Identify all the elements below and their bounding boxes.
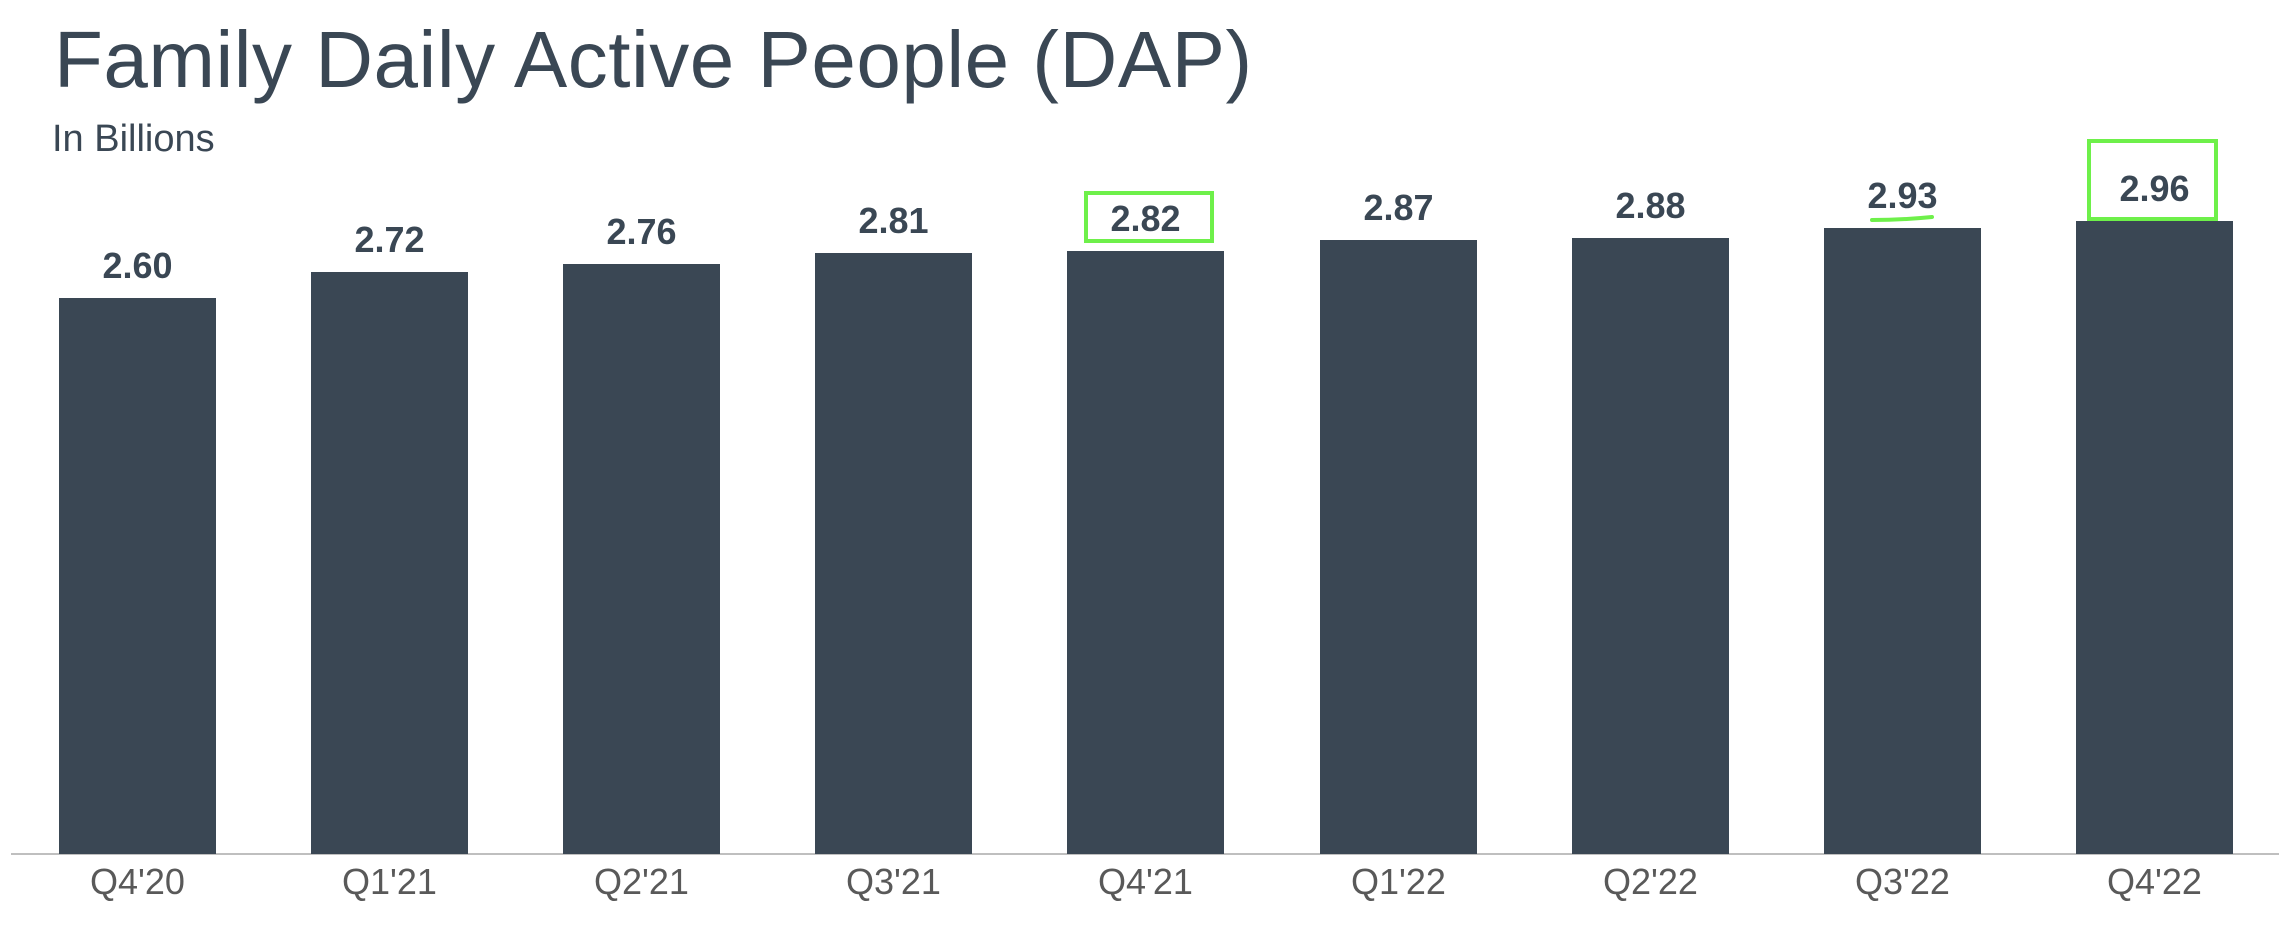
bar (1320, 240, 1477, 854)
x-axis-tick-label: Q3'21 (846, 861, 941, 902)
bar-value-label: 2.82 (1110, 198, 1181, 239)
x-axis-line (11, 853, 2279, 855)
x-axis-tick-label: Q4'22 (2107, 861, 2202, 902)
highlight-box (1083, 191, 1214, 243)
bar-value-label: 2.87 (1363, 187, 1434, 228)
bar (311, 272, 468, 854)
x-axis-tick-label: Q3'22 (1855, 861, 1950, 902)
bar (815, 253, 972, 854)
bar (1824, 228, 1981, 854)
x-axis-tick-label: Q1'22 (1351, 861, 1446, 902)
bar-value-label: 2.72 (354, 219, 425, 260)
bar (2076, 221, 2233, 854)
highlight-underline (1870, 215, 1934, 222)
bar (59, 298, 216, 854)
bar (1067, 251, 1224, 854)
x-axis-tick-label: Q4'21 (1098, 861, 1193, 902)
x-axis-tick-label: Q2'22 (1603, 861, 1698, 902)
bar (563, 264, 720, 854)
highlight-box (2086, 139, 2218, 221)
chart-subtitle: In Billions (52, 118, 215, 160)
x-axis-tick-label: Q1'21 (342, 861, 437, 902)
x-axis-tick-label: Q2'21 (594, 861, 689, 902)
chart-title: Family Daily Active People (DAP) (54, 15, 1253, 104)
bar-value-label: 2.88 (1615, 185, 1686, 226)
bar-value-label: 2.96 (2119, 168, 2190, 209)
bar (1572, 238, 1729, 854)
bar-value-label: 2.93 (1867, 175, 1938, 216)
x-axis-tick-label: Q4'20 (90, 861, 185, 902)
bar-value-label: 2.60 (102, 245, 173, 286)
bar-value-label: 2.81 (858, 200, 929, 241)
bar-value-label: 2.76 (606, 211, 677, 252)
